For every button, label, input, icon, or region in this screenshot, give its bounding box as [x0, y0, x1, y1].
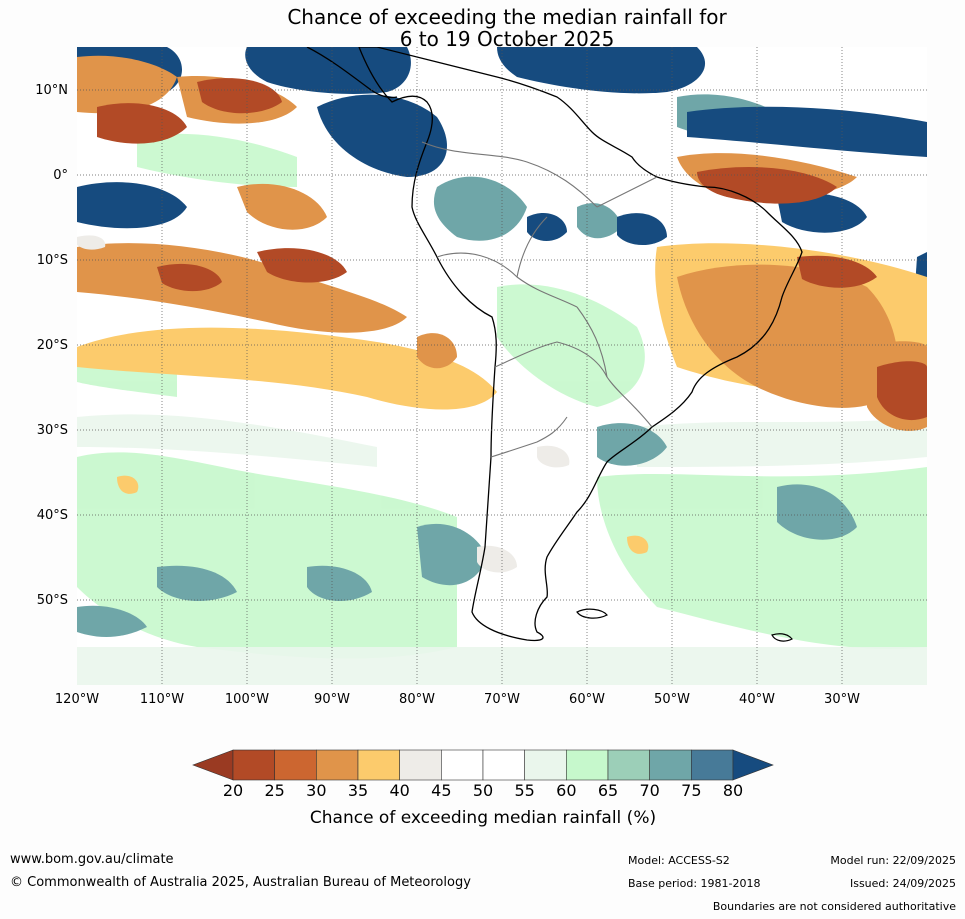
colorbar-bin — [482, 749, 525, 781]
south-georgia — [771, 633, 793, 642]
colorbar-tick-label: 80 — [722, 781, 744, 800]
lon-label-50w: 50°W — [654, 692, 690, 707]
lat-label-20s: 20°S — [36, 338, 68, 353]
lat-label-0: 0° — [53, 168, 68, 183]
falkland-islands — [576, 608, 608, 619]
colorbar-bin — [274, 749, 317, 781]
lon-label-100w: 100°W — [224, 692, 270, 707]
lat-label-50s: 50°S — [36, 593, 68, 608]
colorbar-bin — [524, 749, 567, 781]
lat-label-10n: 10°N — [35, 83, 68, 98]
footer-model-run: Model run: 22/09/2025 — [830, 854, 956, 867]
probability-below-25-zones — [97, 78, 927, 421]
lon-label-60w: 60°W — [569, 692, 605, 707]
footer-issued: Issued: 24/09/2025 — [849, 877, 956, 890]
graticule — [77, 47, 927, 685]
lon-label-90w: 90°W — [314, 692, 350, 707]
map-canvas — [77, 47, 927, 685]
probability-40-45-zones — [77, 235, 570, 573]
colorbar-label: Chance of exceeding median rainfall (%) — [309, 808, 657, 828]
colorbar-bin — [399, 749, 442, 781]
colorbar-bin — [316, 749, 359, 781]
colorbar-bin — [357, 749, 400, 781]
lon-label-30w: 30°W — [824, 692, 860, 707]
colorbar-bin — [441, 749, 484, 781]
country-borders — [421, 141, 658, 458]
colorbar-tick-label: 70 — [639, 781, 660, 800]
central-america-coastline — [306, 47, 398, 99]
colorbar-bin — [607, 749, 650, 781]
colorbar-tick-label: 20 — [222, 781, 244, 800]
colorbar-tick-label: 25 — [264, 781, 285, 800]
footer-disclaimer: Boundaries are not considered authoritat… — [712, 900, 956, 913]
footer-url: www.bom.gov.au/climate — [10, 852, 174, 867]
colorbar-tick-label: 35 — [347, 781, 369, 800]
footer-base-period: Base period: 1981-2018 — [628, 877, 761, 890]
colorbar — [192, 749, 774, 781]
lat-label-10s: 10°S — [36, 253, 68, 268]
lon-label-80w: 80°W — [399, 692, 435, 707]
footer-copyright: © Commonwealth of Australia 2025, Austra… — [10, 875, 471, 890]
colorbar-tick-label: 50 — [472, 781, 494, 800]
map-title-line-1: Chance of exceeding the median rainfall … — [287, 5, 727, 29]
colorbar-tick-label: 75 — [681, 781, 702, 800]
map-title-line-2: 6 to 19 October 2025 — [399, 27, 615, 51]
probability-above-80-zones — [77, 47, 927, 292]
footer-model: Model: ACCESS-S2 — [628, 854, 730, 867]
lat-label-40s: 40°S — [36, 508, 68, 523]
lon-label-40w: 40°W — [739, 692, 775, 707]
colorbar-bin — [691, 749, 734, 781]
lon-label-120w: 120°W — [54, 692, 100, 707]
colorbar-bin — [649, 749, 692, 781]
lon-label-70w: 70°W — [484, 692, 520, 707]
colorbar-tick-label: 30 — [306, 781, 327, 800]
colorbar-tick-label: 60 — [556, 781, 577, 800]
lon-label-110w: 110°W — [139, 692, 185, 707]
colorbar-extend-low — [192, 749, 234, 781]
colorbar-tick-label: 65 — [597, 781, 619, 800]
colorbar-bin — [232, 749, 275, 781]
colorbar-tick-label: 55 — [514, 781, 535, 800]
lat-label-30s: 30°S — [36, 423, 68, 438]
colorbar-bin — [566, 749, 609, 781]
rainfall-probability-map — [77, 47, 927, 685]
colorbar-tick-label: 40 — [389, 781, 410, 800]
colorbar-extend-high — [732, 749, 774, 781]
colorbar-tick-label: 45 — [431, 781, 452, 800]
